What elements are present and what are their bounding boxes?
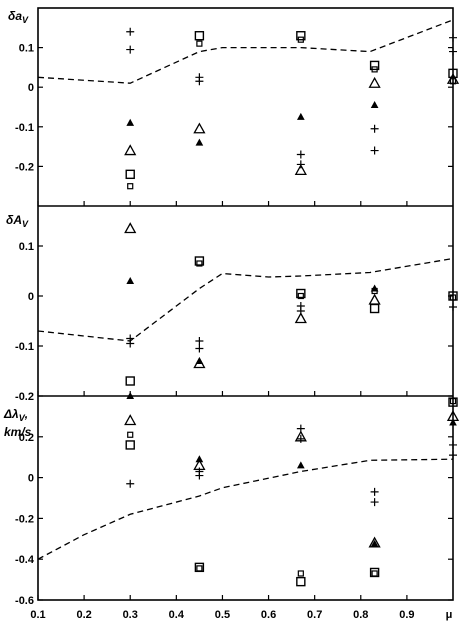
x-tick-label: 0.4: [169, 609, 185, 621]
point-square: [296, 31, 306, 41]
model-dashed-line: [37, 19, 454, 84]
point-small-triangle: [195, 138, 204, 146]
point-small-triangle: [296, 112, 305, 120]
point-plus: [126, 45, 135, 54]
x-tick-label: 0.9: [399, 609, 414, 621]
marks-layer: [37, 19, 460, 587]
y-axis-label: km/s: [4, 425, 32, 439]
point-plus: [449, 303, 457, 311]
point-plus: [195, 344, 204, 353]
labels-layer: 0.1 0 -0.1 -0.2 δaV 0.1 0 -0.1 -0.2 δAV 0.2 0 -0.2 -0…: [3, 9, 452, 621]
point-small-square: [127, 183, 134, 190]
point-square: [125, 169, 135, 180]
point-square: [369, 303, 380, 314]
point-square: [448, 68, 458, 79]
point-plus: [449, 440, 457, 449]
y-tick-label: 0.2: [19, 432, 34, 444]
point-small-triangle: [449, 418, 457, 426]
x-axis-symbol: μ: [446, 609, 453, 621]
point-plus: [126, 27, 135, 36]
point-small-square: [449, 294, 457, 301]
point-small-square: [297, 570, 304, 577]
point-plus: [449, 47, 457, 56]
point-square: [369, 60, 380, 71]
point-plus: [449, 33, 457, 42]
y-tick-label: -0.2: [15, 513, 34, 525]
y-axis-label: ΔλV,: [3, 407, 28, 423]
y-tick-label: -0.4: [15, 554, 35, 566]
y-tick-label: 0: [28, 473, 34, 485]
point-square: [125, 440, 135, 450]
point-small-square: [196, 565, 203, 572]
x-tick-label: 0.8: [353, 609, 368, 621]
point-plus: [296, 434, 305, 443]
point-small-square: [371, 287, 378, 295]
point-triangle: [294, 312, 307, 324]
point-plus: [126, 479, 135, 488]
point-plus: [370, 487, 379, 496]
point-small-triangle: [195, 356, 204, 364]
model-dashed-line: [37, 458, 454, 560]
point-small-square: [449, 398, 457, 405]
plot-frame: [37, 7, 454, 601]
point-plus: [296, 150, 305, 159]
point-plus: [195, 77, 204, 86]
x-tick-label: 0.3: [123, 609, 138, 621]
y-tick-label: 0: [28, 291, 34, 303]
y-tick-label: 0: [28, 82, 34, 94]
point-small-triangle: [296, 461, 305, 469]
y-tick-label: 0.1: [19, 241, 34, 253]
point-square: [194, 31, 205, 41]
point-plus: [126, 339, 135, 348]
point-triangle: [294, 164, 307, 176]
y-tick-label: -0.1: [15, 122, 34, 134]
x-tick-label: 0.5: [215, 609, 230, 621]
point-small-square: [196, 40, 203, 47]
point-small-square: [297, 292, 304, 300]
point-small-triangle: [126, 276, 135, 284]
x-tick-label: 0.1: [30, 609, 45, 621]
point-small-triangle: [126, 118, 135, 126]
point-square: [194, 256, 205, 266]
x-tick-label: 0.6: [261, 609, 276, 621]
axes-layer: [37, 7, 454, 601]
point-triangle: [446, 72, 460, 84]
point-small-triangle: [370, 100, 379, 109]
point-triangle: [368, 76, 381, 88]
point-plus: [195, 337, 204, 345]
point-plus: [370, 124, 379, 133]
point-triangle: [368, 293, 381, 305]
point-small-square: [297, 36, 304, 43]
point-small-triangle: [370, 539, 379, 547]
x-tick-label: 0.2: [76, 609, 91, 621]
point-small-square: [127, 431, 134, 438]
point-small-triangle: [126, 391, 135, 399]
point-plus: [195, 471, 204, 480]
y-axis-label: δAV: [6, 213, 29, 229]
model-dashed-line: [37, 257, 454, 342]
point-triangle: [124, 222, 137, 234]
point-small-square: [196, 260, 203, 267]
point-plus: [370, 146, 379, 155]
x-tick-label: 0.7: [307, 609, 322, 621]
y-tick-label: 0.1: [19, 43, 34, 55]
point-small-triangle: [195, 455, 204, 463]
point-small-square: [371, 66, 378, 73]
point-triangle: [124, 414, 137, 426]
y-axis-label: δaV: [8, 9, 29, 25]
point-plus: [370, 498, 379, 507]
point-square: [125, 376, 135, 386]
y-tick-label: -0.2: [15, 391, 34, 403]
point-small-square: [371, 570, 378, 577]
y-tick-label: -0.2: [15, 161, 34, 173]
y-tick-label: -0.1: [15, 341, 34, 353]
point-plus: [449, 451, 457, 460]
point-square: [296, 288, 306, 299]
point-square: [296, 576, 306, 587]
y-tick-label: -0.6: [15, 595, 34, 607]
point-triangle: [124, 144, 137, 156]
point-triangle: [193, 122, 206, 134]
